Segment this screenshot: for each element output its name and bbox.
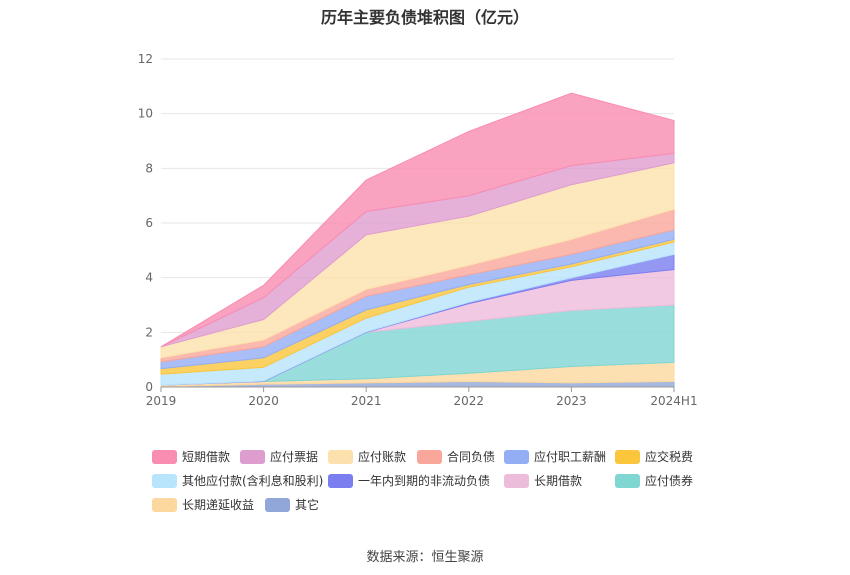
legend-swatch [265, 497, 290, 512]
legend-label: 一年内到期的非流动负债 [358, 474, 491, 488]
y-tick-label: 8 [145, 161, 153, 175]
legend-label: 合同负债 [447, 450, 496, 464]
legend-item[interactable]: 应付职工薪酬 [504, 448, 606, 465]
x-tick-label: 2024H1 [650, 394, 697, 408]
legend-item[interactable]: 应付债券 [615, 472, 693, 489]
legend-label: 应付票据 [270, 450, 319, 464]
legend-item[interactable]: 长期递延收益 [152, 496, 254, 513]
y-tick-label: 0 [145, 380, 153, 394]
y-tick-label: 12 [138, 52, 153, 66]
legend-item[interactable]: 应付票据 [240, 448, 318, 465]
y-tick-label: 6 [145, 216, 153, 230]
area-series-group [160, 92, 675, 388]
legend-item[interactable]: 长期借款 [504, 472, 582, 489]
legend-swatch [152, 473, 177, 488]
legend-swatch [504, 473, 529, 488]
legend-swatch [504, 449, 529, 464]
area-series-11 [160, 92, 675, 348]
legend-label: 应付账款 [358, 450, 407, 464]
legend-label: 短期借款 [182, 450, 231, 464]
x-tick-label: 2022 [454, 394, 485, 408]
legend-label: 应交税费 [645, 450, 694, 464]
legend-label: 长期递延收益 [182, 498, 255, 512]
legend-swatch [240, 449, 265, 464]
legend-item[interactable]: 应付账款 [328, 448, 406, 465]
legend-swatch [328, 473, 353, 488]
legend-label: 其他应付款(含利息和股利) [182, 474, 324, 488]
legend-swatch [152, 497, 177, 512]
legend-label: 应付职工薪酬 [534, 450, 607, 464]
chart-title: 历年主要负债堆积图（亿元） [320, 8, 529, 27]
y-tick-label: 4 [145, 271, 153, 285]
legend-swatch [615, 473, 640, 488]
legend-swatch [328, 449, 353, 464]
legend-item[interactable]: 应交税费 [615, 448, 693, 465]
legend-label: 其它 [295, 498, 320, 512]
x-tick-label: 2021 [351, 394, 382, 408]
y-tick-label: 2 [145, 325, 153, 339]
x-tick-label: 2023 [556, 394, 587, 408]
legend-label: 长期借款 [534, 474, 583, 488]
x-tick-label: 2020 [248, 394, 279, 408]
legend-swatch [152, 449, 177, 464]
legend-item[interactable]: 短期借款 [152, 448, 230, 465]
legend-item[interactable]: 合同负债 [417, 448, 495, 465]
data-source: 数据来源：恒生聚源 [366, 550, 484, 565]
legend-item[interactable]: 其他应付款(含利息和股利) [152, 472, 323, 489]
legend-label: 应付债券 [645, 474, 694, 488]
legend-item[interactable]: 一年内到期的非流动负债 [328, 472, 490, 489]
legend-swatch [615, 449, 640, 464]
legend-swatch [417, 449, 442, 464]
y-tick-label: 10 [138, 107, 153, 121]
x-tick-label: 2019 [146, 394, 177, 408]
legend-item[interactable]: 其它 [265, 496, 319, 513]
axes: 0 2 4 6 8 10 12 2019 2020 2021 2022 2023 2024H1 [138, 52, 698, 408]
